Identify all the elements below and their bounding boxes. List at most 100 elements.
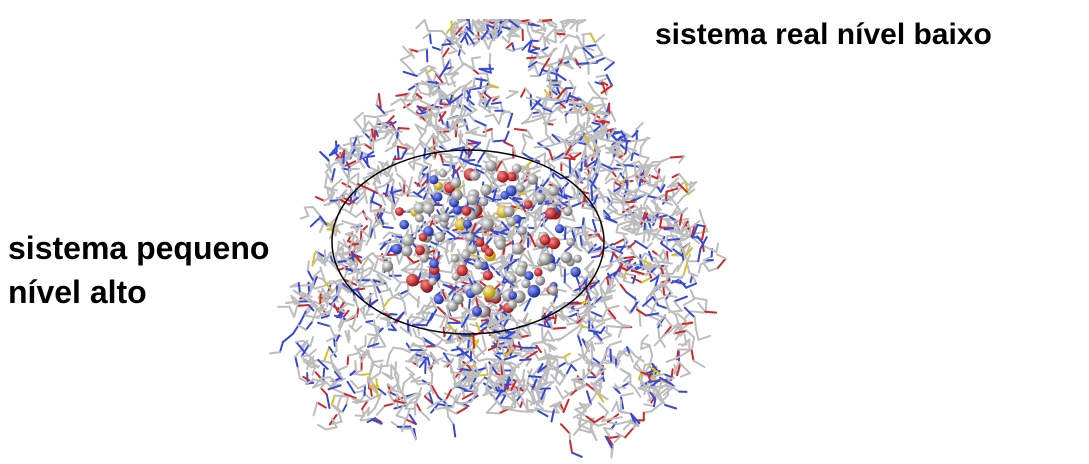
bond <box>333 179 342 186</box>
bond <box>650 184 657 185</box>
bond <box>639 388 650 391</box>
bond <box>566 115 567 123</box>
bond <box>451 366 452 373</box>
bond <box>704 246 716 252</box>
bond <box>493 141 504 142</box>
bond <box>317 403 326 408</box>
bond <box>645 364 652 365</box>
atom <box>434 294 444 304</box>
bond <box>597 75 607 77</box>
bond <box>663 273 673 274</box>
bond <box>527 58 535 59</box>
bond <box>338 396 341 408</box>
bond <box>698 225 705 226</box>
bond <box>401 55 411 60</box>
bond <box>385 404 394 406</box>
bond <box>718 259 726 268</box>
bond <box>308 270 313 280</box>
atom <box>481 218 494 231</box>
atom <box>503 206 514 217</box>
bond <box>399 128 409 129</box>
bond <box>582 34 591 35</box>
bond <box>394 159 402 160</box>
bond <box>308 261 309 270</box>
bond <box>665 318 671 326</box>
bond <box>684 262 688 275</box>
bond <box>471 272 474 280</box>
bond <box>364 385 365 395</box>
bond <box>584 184 590 189</box>
bond <box>587 391 591 404</box>
atom <box>548 186 559 197</box>
bond <box>566 45 570 55</box>
bond <box>552 409 555 422</box>
atom <box>406 274 419 287</box>
atom <box>483 270 493 280</box>
bond <box>348 353 359 356</box>
atom <box>512 243 524 255</box>
bond <box>595 35 604 43</box>
bond <box>699 264 701 272</box>
bond <box>535 153 546 159</box>
bond <box>425 20 429 31</box>
atom <box>518 226 527 235</box>
atom <box>548 263 556 271</box>
atom <box>463 220 472 229</box>
bond <box>599 403 608 412</box>
bond <box>472 57 480 58</box>
bond <box>467 140 479 143</box>
bond <box>492 103 501 104</box>
bond <box>356 326 362 332</box>
atom <box>451 254 459 262</box>
atom <box>495 239 506 250</box>
bond <box>593 98 607 99</box>
bond <box>503 327 504 338</box>
bond <box>673 174 680 177</box>
bond <box>283 334 293 343</box>
bond <box>389 233 401 236</box>
bond <box>393 270 394 277</box>
bond <box>709 268 718 271</box>
bond <box>508 377 509 388</box>
bond <box>435 334 445 341</box>
bond <box>630 303 637 314</box>
atom <box>472 306 482 316</box>
bond <box>503 349 504 356</box>
bond <box>556 387 563 399</box>
bond <box>582 327 590 328</box>
bond <box>550 405 558 406</box>
bond <box>570 81 574 88</box>
bond <box>490 54 491 65</box>
bond <box>617 421 628 424</box>
atom <box>480 184 491 195</box>
bond <box>686 284 696 288</box>
bond <box>600 278 606 286</box>
bond <box>371 389 372 396</box>
bond <box>627 221 636 222</box>
bond <box>591 187 592 201</box>
bond <box>696 231 708 233</box>
bond <box>387 354 390 364</box>
bond <box>606 251 615 253</box>
bond <box>627 165 638 166</box>
atom <box>466 233 475 242</box>
bond <box>346 396 348 405</box>
bond <box>621 369 630 375</box>
bond <box>450 46 457 51</box>
bond <box>639 210 640 220</box>
atom <box>429 175 438 184</box>
bond <box>491 97 499 98</box>
bond <box>703 263 709 271</box>
bond <box>336 342 337 351</box>
bond <box>466 373 479 374</box>
bond <box>565 282 572 289</box>
bond <box>578 335 582 346</box>
bond <box>610 350 611 363</box>
bond <box>363 286 374 287</box>
bond <box>392 390 400 392</box>
bond <box>658 305 668 308</box>
bond <box>413 150 414 162</box>
bond <box>610 342 621 345</box>
bond <box>552 328 565 329</box>
bond <box>522 142 526 152</box>
